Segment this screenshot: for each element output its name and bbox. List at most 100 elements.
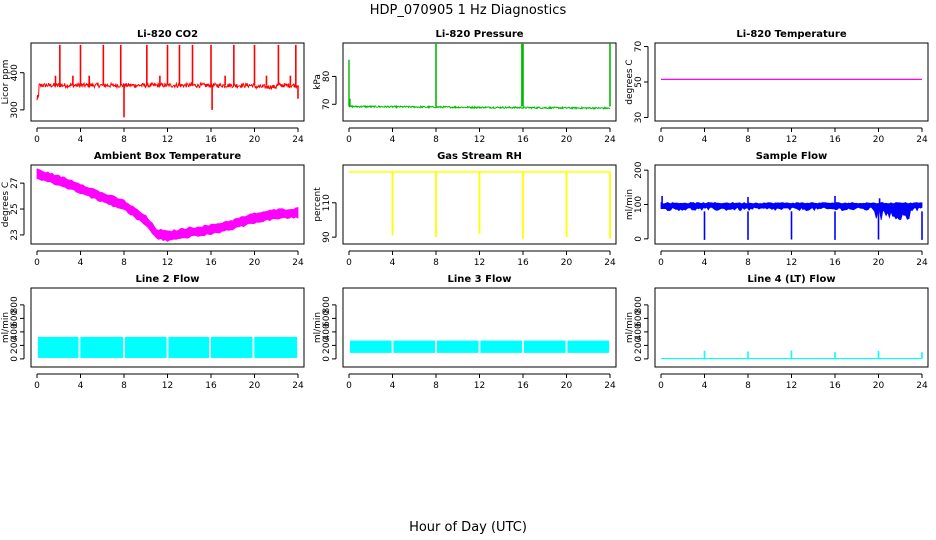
x-tick-label: 12 [162, 381, 173, 391]
chart-panel: Line 2 Flow 0 4 8 12 16 20 24 0 200400600800ml/mi… [1, 274, 305, 391]
series-line [348, 104, 611, 110]
x-tick-label: 4 [390, 381, 396, 391]
x-tick-label: 12 [474, 135, 485, 145]
y-axis-label: Licor ppm [1, 60, 11, 105]
x-tick-label: 24 [292, 258, 304, 268]
x-tick-label: 4 [78, 258, 84, 268]
chart-panel: Line 3 Flow 0 4 8 12 16 20 24 0 200400600800ml/mi… [313, 274, 617, 391]
x-tick-label: 12 [162, 258, 173, 268]
y-tick-label: 70 [634, 41, 644, 53]
panel-title: Li-820 Temperature [736, 29, 846, 40]
series-band [168, 336, 210, 358]
series-band [436, 340, 479, 353]
x-tick-label: 24 [916, 381, 928, 391]
panel-title: Li-820 CO2 [137, 29, 198, 40]
panel-title: Ambient Box Temperature [94, 151, 241, 162]
y-tick-label: 25 [10, 203, 20, 214]
x-tick-label: 0 [34, 258, 40, 268]
panel-title: Line 2 Flow [136, 274, 200, 285]
x-tick-label: 20 [249, 135, 261, 145]
y-tick-label: 400 [634, 323, 644, 340]
plot-frame [30, 287, 305, 368]
x-tick-label: 24 [604, 381, 616, 391]
x-tick-label: 24 [292, 381, 304, 391]
x-tick-label: 16 [205, 258, 217, 268]
panel-title: Line 3 Flow [448, 274, 512, 285]
series-band [480, 340, 523, 353]
x-tick-label: 4 [78, 135, 84, 145]
y-tick-label: 200 [10, 337, 20, 354]
y-tick-label: 50 [634, 76, 644, 88]
x-tick-label: 0 [658, 135, 664, 145]
x-tick-label: 12 [162, 135, 173, 145]
x-tick-label: 0 [34, 381, 40, 391]
series-band [393, 340, 436, 353]
series-band [210, 336, 253, 358]
x-tick-label: 4 [702, 381, 708, 391]
figure-xlabel: Hour of Day (UTC) [409, 520, 527, 535]
y-tick-label: 110 [322, 194, 332, 211]
x-tick-label: 24 [604, 135, 616, 145]
y-tick-label: 90 [322, 231, 332, 243]
y-tick-label: 200 [634, 337, 644, 354]
series-band [37, 336, 79, 358]
series-band [124, 336, 167, 358]
x-tick-label: 24 [916, 135, 928, 145]
plot-frame [342, 164, 617, 245]
plot-frame [30, 164, 305, 245]
x-tick-label: 8 [433, 258, 439, 268]
y-axis-label: degrees C [1, 182, 11, 227]
y-tick-label: 600 [10, 310, 20, 327]
x-tick-label: 0 [658, 381, 664, 391]
x-tick-label: 20 [873, 258, 885, 268]
y-axis-label: ml/min [313, 312, 323, 343]
x-tick-label: 8 [433, 135, 439, 145]
x-tick-label: 16 [517, 258, 529, 268]
y-tick-label: 800 [634, 296, 644, 313]
x-tick-label: 8 [433, 381, 439, 391]
figure-title: HDP_070905 1 Hz Diagnostics [370, 3, 567, 18]
x-tick-label: 0 [346, 135, 352, 145]
y-tick-label: 0 [322, 356, 332, 362]
x-tick-label: 12 [474, 258, 485, 268]
y-tick-label: 200 [322, 337, 332, 354]
y-tick-label: 0 [10, 356, 20, 362]
y-tick-label: 0 [634, 356, 644, 362]
plot-frame [654, 287, 929, 368]
plot-frame [30, 42, 305, 122]
x-tick-label: 8 [745, 381, 751, 391]
series-band [523, 340, 566, 353]
chart-panel: Li-820 Temperature 0 4 8 12 16 20 24 30 50 70 degre… [625, 29, 929, 145]
y-tick-label: 600 [322, 310, 332, 327]
y-tick-label: 100 [634, 196, 644, 213]
y-axis-label: degrees C [625, 59, 635, 104]
series-band [80, 336, 124, 358]
x-tick-label: 12 [786, 381, 797, 391]
x-tick-label: 24 [604, 258, 616, 268]
panel-title: Gas Stream RH [437, 151, 522, 162]
series-line [36, 81, 299, 101]
y-tick-label: 300 [10, 101, 20, 118]
y-axis-label: ml/min [625, 312, 635, 343]
x-tick-label: 8 [745, 258, 751, 268]
y-tick-label: 800 [10, 296, 20, 313]
x-tick-label: 20 [561, 135, 573, 145]
series-band [349, 340, 392, 353]
chart-panel: Line 4 (LT) Flow 0 4 8 12 16 20 24 0 200400600800… [625, 274, 929, 391]
x-tick-label: 24 [916, 258, 928, 268]
y-axis-label: kPa [313, 74, 323, 90]
y-tick-label: 400 [10, 64, 20, 81]
x-tick-label: 16 [829, 381, 841, 391]
x-tick-label: 8 [745, 135, 751, 145]
x-tick-label: 8 [121, 381, 127, 391]
series-band [254, 336, 298, 358]
x-tick-label: 16 [205, 135, 217, 145]
x-tick-label: 4 [390, 258, 396, 268]
y-tick-label: 30 [634, 111, 644, 123]
x-tick-label: 0 [346, 381, 352, 391]
chart-panel: Sample Flow 0 4 8 12 16 20 24 0 100 200 ml/min [625, 151, 929, 268]
x-tick-label: 16 [517, 381, 529, 391]
x-tick-label: 0 [658, 258, 664, 268]
